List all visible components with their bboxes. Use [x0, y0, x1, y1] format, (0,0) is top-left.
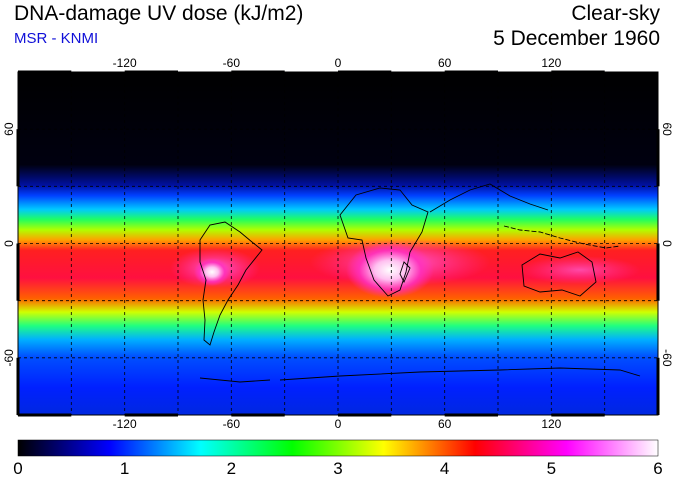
lat-tick-label-left: 0 [2, 240, 16, 247]
colorbar-tick-label: 4 [440, 459, 449, 478]
lon-tick-label-bottom: -60 [223, 417, 241, 431]
lon-tick-label-top: 0 [335, 56, 342, 70]
lat-tick-label-left: -60 [2, 349, 16, 367]
colorbar [17, 439, 659, 457]
lon-tick-label-bottom: -120 [113, 417, 137, 431]
colorbar-tick-label: 1 [120, 459, 129, 478]
graticule [18, 72, 658, 415]
colorbar-tick-label: 3 [333, 459, 342, 478]
lat-tick-label-right: 60 [660, 122, 674, 136]
latitude-labels-left: 60 0 -60 [2, 122, 16, 366]
sky-condition-label: Clear-sky [571, 2, 660, 25]
africa-peak-region [346, 242, 434, 298]
longitude-labels-bottom: -120 -60 0 60 120 [113, 417, 562, 431]
colorbar-labels: 0 1 2 3 4 5 6 [13, 459, 662, 478]
lon-tick-label-top: -60 [223, 56, 241, 70]
lat-tick-label-right: 0 [660, 240, 674, 247]
source-label: MSR - KNMI [14, 30, 99, 47]
coastlines [199, 183, 641, 383]
lon-tick-label-top: 60 [438, 56, 452, 70]
colorbar-tick-label: 5 [547, 459, 556, 478]
colorbar-tick-label: 0 [13, 459, 22, 478]
lon-tick-label-bottom: 60 [438, 417, 452, 431]
lon-tick-label-bottom: 120 [541, 417, 561, 431]
colorbar-tick-label: 2 [227, 459, 236, 478]
lon-tick-label-top: -120 [113, 56, 137, 70]
australia-high-dose-region [520, 256, 640, 284]
date-label: 5 December 1960 [493, 27, 660, 50]
latitude-labels-right: 60 0 -60 [660, 122, 674, 366]
map-title: DNA-damage UV dose (kJ/m2) [14, 2, 304, 25]
lat-tick-label-left: 60 [2, 122, 16, 136]
lon-tick-label-top: 120 [541, 56, 561, 70]
lon-tick-label-bottom: 0 [335, 417, 342, 431]
colorbar-tick-label: 6 [653, 459, 662, 478]
longitude-labels-top: -120 -60 0 60 120 [113, 56, 562, 70]
south-america-peak-region [194, 258, 230, 286]
map-frame [16, 70, 660, 417]
lat-tick-label-right: -60 [660, 349, 674, 367]
